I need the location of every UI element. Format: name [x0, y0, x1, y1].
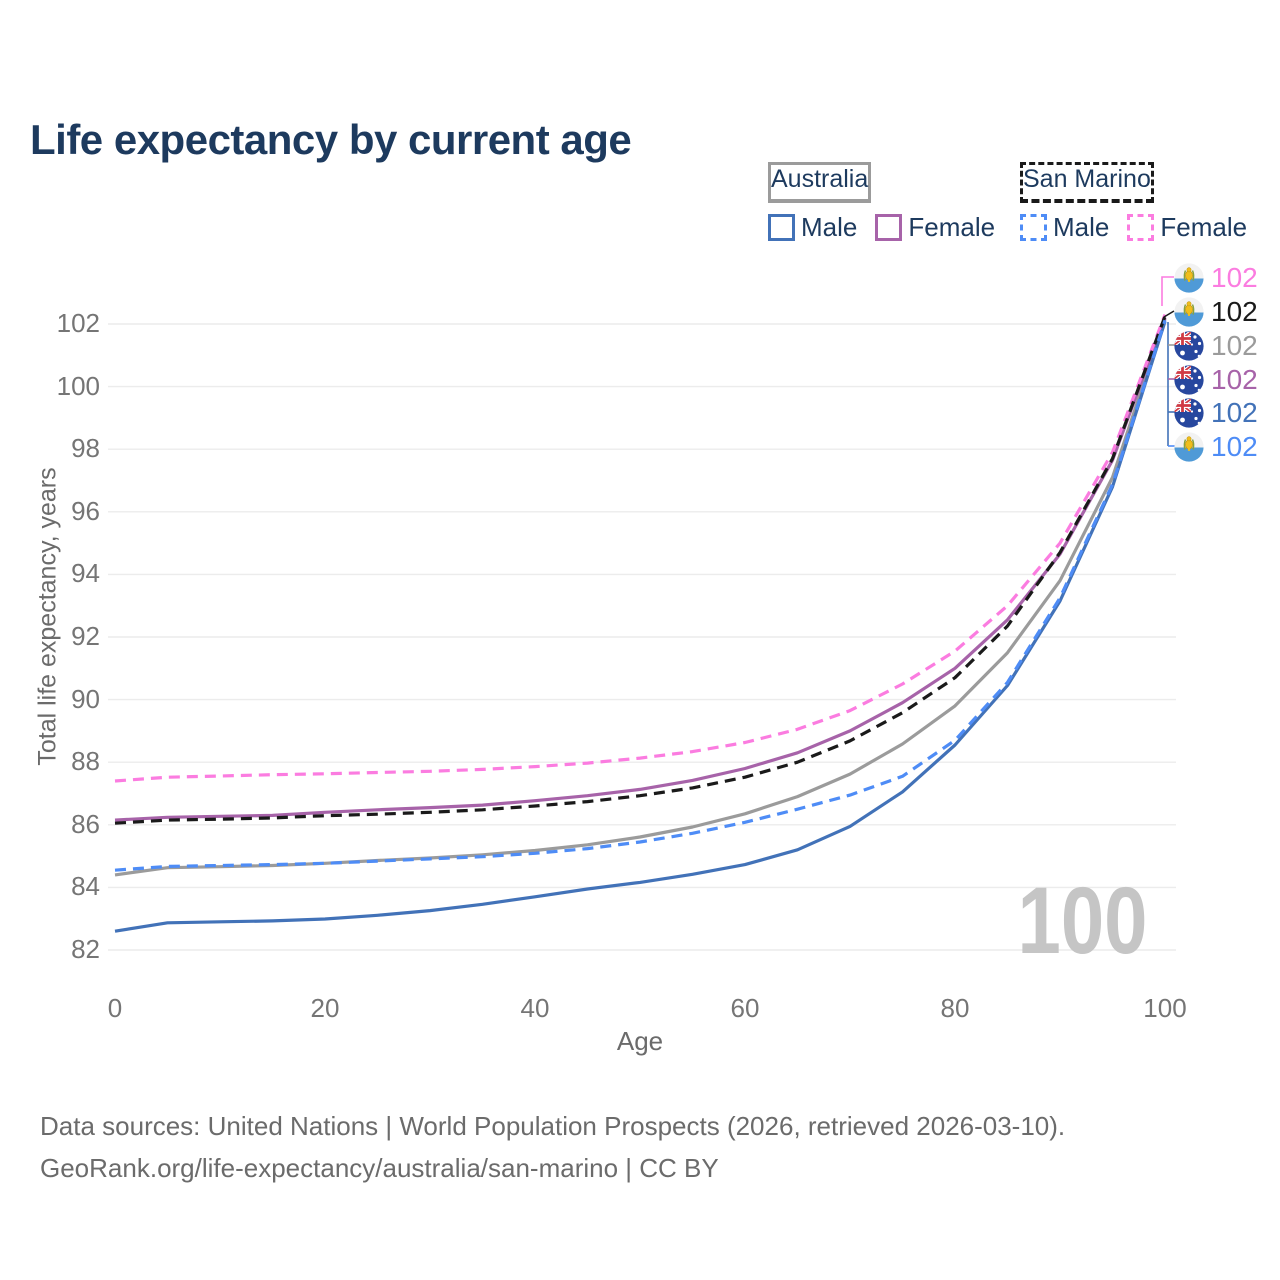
- legend-label: Female: [908, 212, 996, 242]
- x-tick-label: 80: [940, 993, 970, 1023]
- end-label-value: 102: [1211, 296, 1258, 327]
- series-line-san-marino-male: [114, 319, 1167, 872]
- x-tick-label: 60: [730, 993, 760, 1023]
- end-label-san-marino-male: 102: [1174, 431, 1258, 463]
- australia-flag-icon: [1174, 398, 1204, 428]
- san-marino-flag-icon: [1174, 263, 1204, 293]
- y-tick-label: 90: [71, 683, 100, 714]
- legend-label: Female: [1160, 212, 1248, 242]
- data-sources-line: Data sources: United Nations | World Pop…: [40, 1111, 1066, 1141]
- australia-flag-icon: [1174, 331, 1204, 361]
- x-tick-label: 40: [520, 993, 550, 1023]
- leader-line: [1161, 276, 1174, 306]
- series-line-australia-male: [114, 321, 1167, 933]
- legend-swatch-australia-female: [875, 214, 903, 241]
- legend-item-san-marino-male[interactable]: Male: [1020, 212, 1109, 243]
- legend-item-australia-male[interactable]: Male: [768, 212, 857, 243]
- end-label-value: 102: [1211, 330, 1258, 361]
- legend-swatch-san-marino-male: [1020, 214, 1047, 241]
- y-tick-label: 88: [71, 746, 100, 777]
- end-label-value: 102: [1211, 262, 1258, 293]
- san-marino-flag-icon: [1174, 297, 1204, 327]
- legend-item-san-marino-female[interactable]: Female: [1127, 212, 1247, 243]
- y-tick-label: 94: [71, 558, 100, 589]
- y-tick-label: 96: [71, 495, 100, 526]
- end-label-australia-male: 102: [1174, 397, 1258, 429]
- x-tick-label: 20: [310, 993, 340, 1023]
- legend-label: Male: [1053, 212, 1110, 242]
- legend-label: Male: [801, 212, 858, 242]
- leader-line: [1163, 310, 1175, 318]
- legend-swatch-san-marino-female: [1127, 214, 1155, 241]
- y-tick-label: 84: [71, 871, 100, 902]
- end-label-australia-female: 102: [1174, 364, 1258, 396]
- x-axis-title: Age: [616, 1026, 664, 1056]
- end-label-value: 102: [1211, 431, 1258, 462]
- legend-swatch-australia-male: [768, 214, 795, 241]
- y-tick-label: 102: [56, 308, 100, 338]
- end-label-australia-total: 102: [1174, 330, 1258, 362]
- footer: Data sources: United Nations | World Pop…: [40, 1105, 1065, 1189]
- legend-row-san-marino: Male Female: [1020, 212, 1247, 243]
- y-tick-label: 92: [71, 621, 100, 651]
- legend-title-australia: Australia: [768, 162, 872, 203]
- attribution-line: GeoRank.org/life-expectancy/australia/sa…: [40, 1153, 719, 1183]
- series-line-san-marino-total: [114, 315, 1167, 825]
- end-label-san-marino-total: 102: [1174, 296, 1258, 328]
- end-label-value: 102: [1211, 364, 1258, 395]
- y-axis-title: Total life expectancy, years: [33, 467, 62, 766]
- x-tick-label: 100: [1143, 993, 1187, 1023]
- san-marino-flag-icon: [1174, 432, 1204, 462]
- end-label-value: 102: [1211, 397, 1258, 428]
- x-tick-label: 0: [107, 993, 123, 1023]
- end-label-san-marino-female: 102: [1174, 262, 1258, 294]
- legend-row-australia: Male Female: [768, 212, 995, 243]
- age-watermark: 100: [1018, 868, 1148, 974]
- series-line-australia-total: [114, 317, 1167, 877]
- page-title: Life expectancy by current age: [30, 116, 632, 164]
- series-line-australia-female: [114, 317, 1167, 822]
- y-tick-label: 98: [71, 433, 100, 464]
- y-tick-label: 82: [71, 934, 100, 964]
- legend-group-australia: Australia Male Female: [768, 162, 995, 243]
- legend-group-san-marino: San Marino Male Female: [1020, 162, 1247, 243]
- series-line-san-marino-female: [114, 314, 1167, 783]
- australia-flag-icon: [1174, 365, 1204, 395]
- chart-canvas: [108, 276, 1176, 951]
- legend-item-australia-female[interactable]: Female: [875, 212, 995, 243]
- y-tick-label: 86: [71, 808, 100, 839]
- y-tick-label: 100: [56, 370, 100, 401]
- legend-title-san-marino: San Marino: [1020, 162, 1154, 203]
